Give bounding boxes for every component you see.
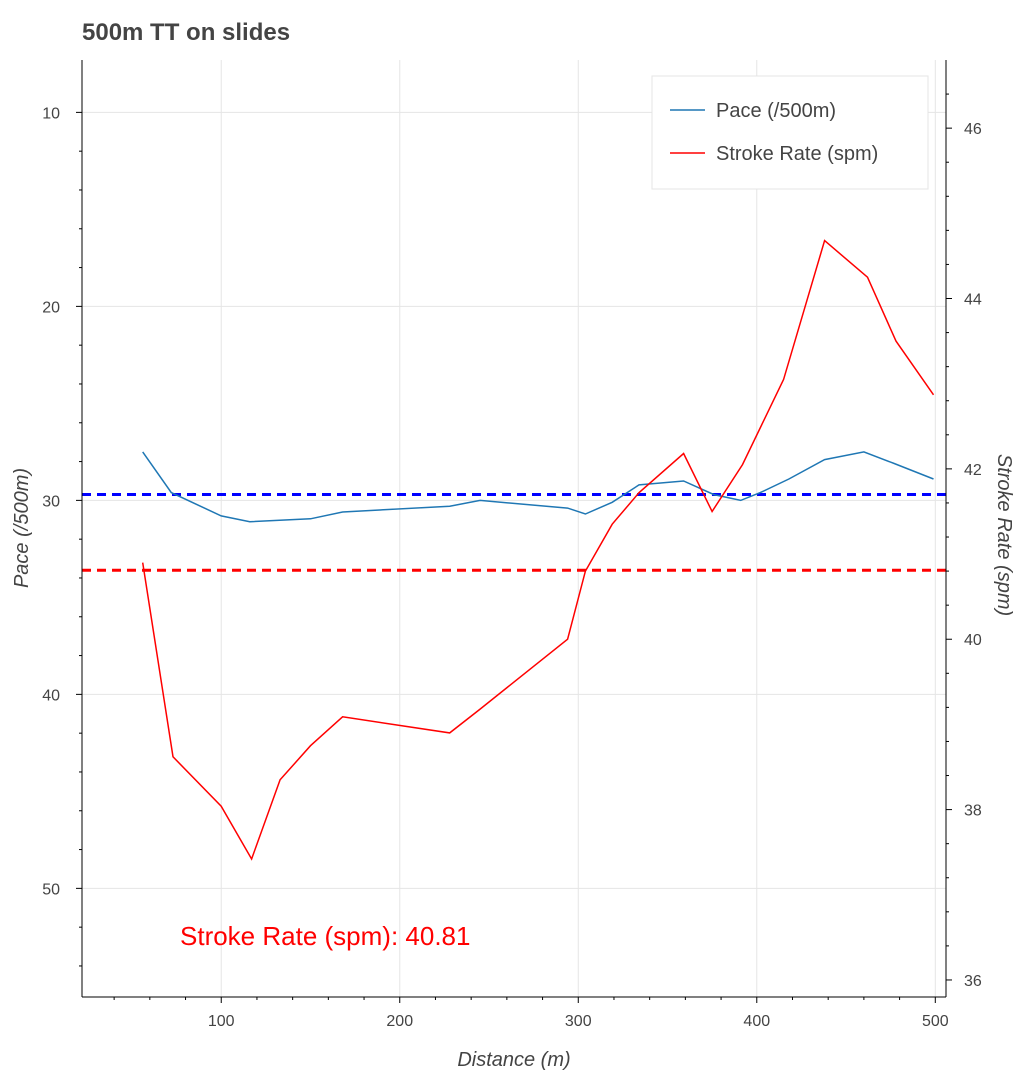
axes — [81, 60, 947, 998]
stroke-rate-series-line — [141, 239, 935, 861]
x-axis-label: Distance (m) — [457, 1049, 570, 1071]
y2-tick-label: 44 — [964, 292, 982, 309]
stroke-rate-annotation: Stroke Rate (spm): 40.81 — [180, 921, 470, 951]
x-tick-label: 100 — [208, 1013, 235, 1030]
y-axis-label: Pace (/500m) — [11, 468, 33, 588]
y-tick-label: 10 — [42, 105, 60, 122]
grid — [82, 60, 946, 997]
legend-box — [651, 75, 929, 190]
y2-tick-label: 46 — [964, 121, 982, 138]
y-tick-label: 40 — [42, 687, 60, 704]
y2-tick-label: 36 — [964, 973, 982, 990]
y2-axis-label: Stroke Rate (spm) — [993, 454, 1015, 616]
x-tick-label: 300 — [565, 1013, 592, 1030]
chart-title: 500m TT on slides — [82, 19, 290, 46]
y-tick-label: 50 — [42, 881, 60, 898]
y2-tick-label: 42 — [964, 462, 982, 479]
y-tick-label: 30 — [42, 493, 60, 510]
y-tick-label: 20 — [42, 299, 60, 316]
pace-series-line — [142, 451, 934, 523]
y2-tick-label: 40 — [964, 632, 982, 649]
legend-label-pace: Pace (/500m) — [716, 100, 836, 122]
x-tick-label: 200 — [386, 1013, 413, 1030]
x-tick-label: 400 — [743, 1013, 770, 1030]
ticks: 100 200 300 400 500 10 20 30 40 50 36 38 40 42 44 46 — [42, 93, 982, 1030]
legend-label-stroke-rate: Stroke Rate (spm) — [716, 143, 878, 165]
series-layer — [141, 239, 935, 861]
legend: Pace (/500m) Stroke Rate (spm) — [651, 75, 929, 190]
reference-lines — [82, 493, 946, 572]
x-tick-label: 500 — [922, 1013, 949, 1030]
y2-tick-label: 38 — [964, 803, 982, 820]
